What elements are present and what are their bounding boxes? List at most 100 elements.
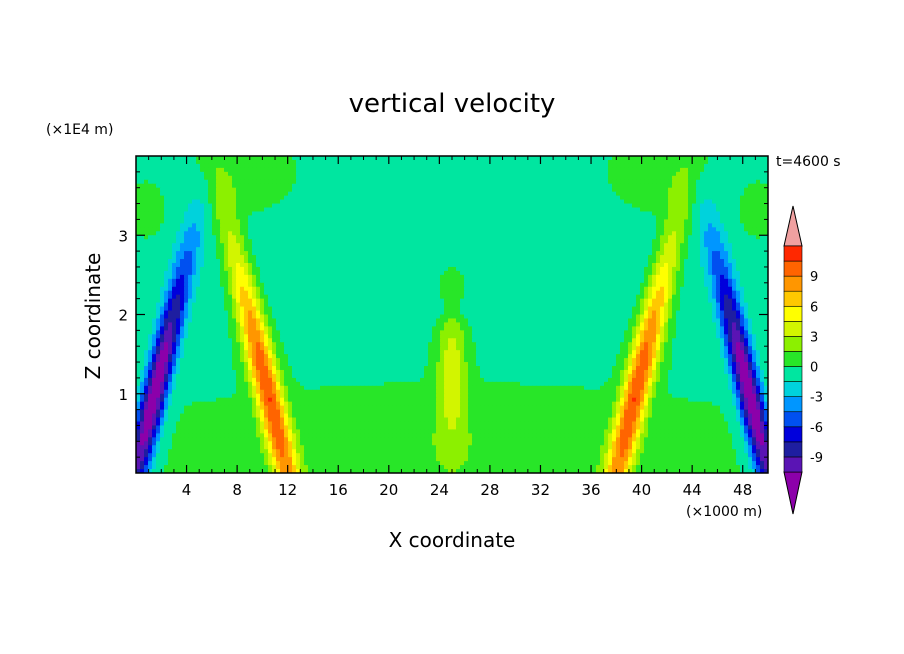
contour-cell: [716, 195, 721, 201]
contour-cell: [724, 262, 729, 268]
contour-cell: [604, 262, 609, 268]
contour-cell: [176, 203, 181, 209]
contour-cell: [356, 219, 361, 224]
contour-cell: [592, 223, 597, 228]
contour-cell: [760, 270, 765, 276]
contour-cell: [320, 156, 325, 161]
contour-cell: [576, 259, 581, 264]
contour-cell: [432, 179, 437, 185]
contour-cell: [580, 235, 585, 240]
contour-cell: [600, 219, 605, 224]
contour-cell: [220, 207, 225, 213]
contour-cell: [428, 278, 433, 284]
contour-cell: [424, 211, 429, 217]
contour-cell: [232, 163, 237, 169]
contour-cell: [492, 163, 497, 169]
contour-cell: [400, 199, 405, 205]
contour-cell: [692, 195, 697, 201]
contour-cell: [356, 211, 361, 217]
contour-cell: [396, 274, 401, 280]
contour-cell: [516, 187, 521, 193]
contour-cell: [760, 266, 765, 272]
contour-cell: [240, 215, 245, 220]
contour-cell: [156, 243, 161, 248]
contour-cell: [500, 270, 505, 276]
contour-cell: [544, 223, 549, 228]
contour-cell: [664, 215, 669, 220]
contour-cell: [404, 259, 409, 264]
contour-cell: [324, 219, 329, 224]
contour-cell: [764, 183, 768, 189]
contour-cell: [360, 215, 365, 220]
contour-cell: [284, 223, 289, 228]
contour-cell: [744, 215, 749, 220]
contour-cell: [516, 203, 521, 209]
contour-cell: [256, 203, 261, 209]
contour-cell: [280, 270, 285, 276]
contour-cell: [188, 203, 193, 209]
contour-cell: [548, 274, 553, 280]
contour-cell: [352, 266, 357, 272]
contour-cell: [388, 255, 393, 260]
contour-cell: [388, 171, 393, 177]
contour-cell: [168, 203, 173, 209]
contour-cell: [260, 215, 265, 220]
contour-cell: [328, 262, 333, 268]
contour-cell: [512, 171, 517, 177]
contour-cell: [424, 262, 429, 268]
contour-cell: [624, 223, 629, 228]
contour-cell: [516, 163, 521, 169]
contour-cell: [312, 159, 317, 165]
contour-cell: [160, 175, 165, 181]
contour-cell: [312, 278, 317, 284]
contour-cell: [204, 266, 209, 272]
contour-cell: [568, 187, 573, 193]
contour-cell: [552, 239, 557, 244]
contour-cell: [144, 219, 149, 224]
contour-cell: [432, 251, 437, 256]
contour-cell: [764, 231, 768, 236]
contour-cell: [348, 183, 353, 189]
contour-cell: [284, 278, 289, 284]
contour-cell: [716, 191, 721, 197]
contour-cell: [224, 211, 229, 217]
contour-cell: [252, 171, 257, 177]
contour-cell: [200, 227, 205, 232]
contour-cell: [672, 274, 677, 280]
contour-cell: [288, 183, 293, 189]
contour-cell: [712, 191, 717, 197]
contour-cell: [512, 255, 517, 260]
contour-cell: [536, 255, 541, 260]
contour-cell: [396, 203, 401, 209]
contour-cell: [436, 203, 441, 209]
contour-cell: [472, 223, 477, 228]
contour-cell: [336, 175, 341, 181]
contour-cell: [352, 231, 357, 236]
contour-cell: [332, 247, 337, 252]
contour-cell: [396, 278, 401, 284]
contour-cell: [416, 231, 421, 236]
contour-cell: [532, 163, 537, 169]
contour-cell: [464, 187, 469, 193]
contour-cell: [372, 167, 377, 173]
contour-cell: [340, 262, 345, 268]
contour-cell: [224, 215, 229, 220]
contour-cell: [188, 159, 193, 165]
contour-cell: [596, 199, 601, 205]
contour-cell: [360, 207, 365, 213]
contour-cell: [660, 199, 665, 205]
contour-cell: [172, 255, 177, 260]
contour-cell: [272, 219, 277, 224]
contour-cell: [596, 231, 601, 236]
contour-cell: [372, 262, 377, 268]
contour-cell: [488, 239, 493, 244]
contour-cell: [296, 251, 301, 256]
contour-cell: [344, 270, 349, 276]
contour-cell: [628, 259, 633, 264]
contour-cell: [664, 183, 669, 189]
contour-cell: [328, 266, 333, 272]
contour-cell: [564, 274, 569, 280]
contour-cell: [480, 270, 485, 276]
contour-cell: [324, 156, 329, 161]
contour-cell: [724, 183, 729, 189]
